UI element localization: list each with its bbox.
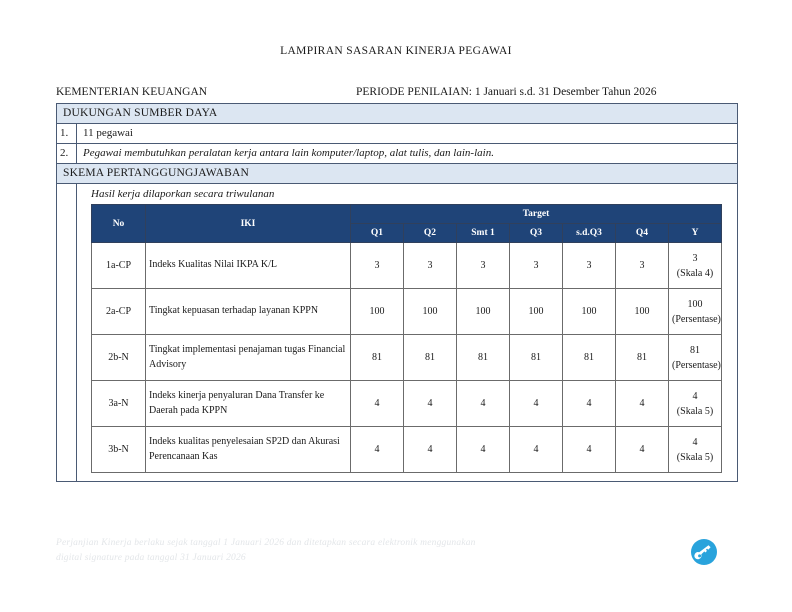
section-header-resources-label: DUKUNGAN SUMBER DAYA — [57, 104, 737, 123]
value-year: 81 (Persentase) — [668, 334, 722, 381]
main-table: DUKUNGAN SUMBER DAYA 1. 11 pegawai 2. Pe… — [56, 103, 738, 482]
value-year: 4 (Skala 5) — [668, 426, 722, 473]
column-header-smt1: Smt 1 — [456, 223, 510, 243]
column-header-q3: Q3 — [509, 223, 563, 243]
value-sdq3: 4 — [562, 426, 616, 473]
value-q4: 4 — [615, 426, 669, 473]
target-table-head: No IKI Target Q1 Q2 Smt 1 Q3 s.d.Q3 Q4 Y — [91, 204, 722, 243]
value-sdq3: 100 — [562, 288, 616, 335]
section-header-resources: DUKUNGAN SUMBER DAYA — [57, 104, 737, 124]
value-smt1: 4 — [456, 380, 510, 427]
column-header-q4: Q4 — [615, 223, 669, 243]
row-number: 2. — [57, 144, 77, 163]
table-row: 3b-N Indeks kualitas penyelesaian SP2D d… — [91, 426, 722, 473]
value-year-number: 4 — [692, 390, 698, 402]
value-q3: 4 — [509, 380, 563, 427]
value-year-number: 4 — [692, 436, 698, 448]
document-header: KEMENTERIAN KEUANGAN PERIODE PENILAIAN: … — [56, 86, 738, 98]
table-row: 1. 11 pegawai — [57, 124, 737, 144]
value-q1: 100 — [350, 288, 404, 335]
row-code: 1a-CP — [91, 242, 146, 289]
row-text: Pegawai membutuhkan peralatan kerja anta… — [83, 147, 494, 159]
value-q2: 81 — [403, 334, 457, 381]
column-header-q1: Q1 — [350, 223, 404, 243]
evaluation-period: PERIODE PENILAIAN: 1 Januari s.d. 31 Des… — [356, 86, 657, 98]
value-sdq3: 3 — [562, 242, 616, 289]
table-row: 3a-N Indeks kinerja penyaluran Dana Tran… — [91, 380, 722, 427]
row-code: 3b-N — [91, 426, 146, 473]
value-year-unit: (Skala 4) — [676, 267, 714, 279]
column-header-no: No — [91, 204, 146, 243]
value-smt1: 4 — [456, 426, 510, 473]
value-year-unit: (Skala 5) — [676, 405, 714, 417]
column-header-iki: IKI — [145, 204, 351, 243]
table-row: 2a-CP Tingkat kepuasan terhadap layanan … — [91, 288, 722, 335]
column-header-sdq3: s.d.Q3 — [562, 223, 616, 243]
row-indicator: Indeks kualitas penyelesaian SP2D dan Ak… — [145, 426, 351, 473]
section-header-accountability: SKEMA PERTANGGUNGJAWABAN — [57, 164, 737, 184]
value-q4: 4 — [615, 380, 669, 427]
value-year: 4 (Skala 5) — [668, 380, 722, 427]
table-row: 2. Pegawai membutuhkan peralatan kerja a… — [57, 144, 737, 164]
organization-name: KEMENTERIAN KEUANGAN — [56, 86, 208, 98]
value-smt1: 81 — [456, 334, 510, 381]
value-q2: 100 — [403, 288, 457, 335]
row-indicator: Tingkat kepuasan terhadap layanan KPPN — [145, 288, 351, 335]
row-text: 11 pegawai — [83, 127, 133, 139]
target-table: No IKI Target Q1 Q2 Smt 1 Q3 s.d.Q3 Q4 Y — [91, 204, 722, 473]
target-table-body: 1a-CP Indeks Kualitas Nilai IKPA K/L 3 3… — [91, 242, 722, 473]
value-q4: 81 — [615, 334, 669, 381]
value-sdq3: 81 — [562, 334, 616, 381]
value-year-unit: (Skala 5) — [676, 451, 714, 463]
value-q4: 100 — [615, 288, 669, 335]
table-row: 1a-CP Indeks Kualitas Nilai IKPA K/L 3 3… — [91, 242, 722, 289]
value-q1: 4 — [350, 380, 404, 427]
value-q3: 100 — [509, 288, 563, 335]
value-q2: 3 — [403, 242, 457, 289]
value-year-number: 81 — [690, 344, 700, 356]
section-header-accountability-label: SKEMA PERTANGGUNGJAWABAN — [57, 164, 737, 183]
value-q3: 3 — [509, 242, 563, 289]
value-q4: 3 — [615, 242, 669, 289]
row-indicator: Tingkat implementasi penajaman tugas Fin… — [145, 334, 351, 381]
value-q1: 3 — [350, 242, 404, 289]
column-header-target-group: Target — [350, 204, 722, 224]
value-year: 100 (Persentase) — [668, 288, 722, 335]
value-smt1: 3 — [456, 242, 510, 289]
digital-signature-seal-icon — [688, 536, 720, 568]
value-year-unit: (Persentase) — [672, 313, 721, 325]
row-code: 2b-N — [91, 334, 146, 381]
row-indicator: Indeks Kualitas Nilai IKPA K/L — [145, 242, 351, 289]
value-q1: 81 — [350, 334, 404, 381]
column-header-y: Y — [668, 223, 722, 243]
row-code: 2a-CP — [91, 288, 146, 335]
accountability-content-row: Hasil kerja dilaporkan secara triwulanan… — [57, 184, 737, 482]
signature-note: Perjanjian Kinerja berlaku sejak tanggal… — [56, 538, 476, 563]
row-number: 1. — [57, 124, 77, 143]
value-q1: 4 — [350, 426, 404, 473]
value-year-number: 3 — [692, 252, 698, 264]
value-q2: 4 — [403, 380, 457, 427]
row-code: 3a-N — [91, 380, 146, 427]
page-title: LAMPIRAN SASARAN KINERJA PEGAWAI — [280, 45, 512, 57]
value-sdq3: 4 — [562, 380, 616, 427]
column-header-q2: Q2 — [403, 223, 457, 243]
row-indicator: Indeks kinerja penyaluran Dana Transfer … — [145, 380, 351, 427]
reporting-note: Hasil kerja dilaporkan secara triwulanan — [91, 188, 275, 200]
accountability-body: Hasil kerja dilaporkan secara triwulanan… — [77, 184, 737, 481]
value-smt1: 100 — [456, 288, 510, 335]
value-year-unit: (Persentase) — [672, 359, 721, 371]
value-q2: 4 — [403, 426, 457, 473]
target-table-header-row-1: No IKI Target — [91, 204, 722, 243]
table-row: 2b-N Tingkat implementasi penajaman tuga… — [91, 334, 722, 381]
value-q3: 4 — [509, 426, 563, 473]
value-q3: 81 — [509, 334, 563, 381]
value-year-number: 100 — [687, 298, 703, 310]
row-gutter — [57, 184, 77, 481]
value-year: 3 (Skala 4) — [668, 242, 722, 289]
